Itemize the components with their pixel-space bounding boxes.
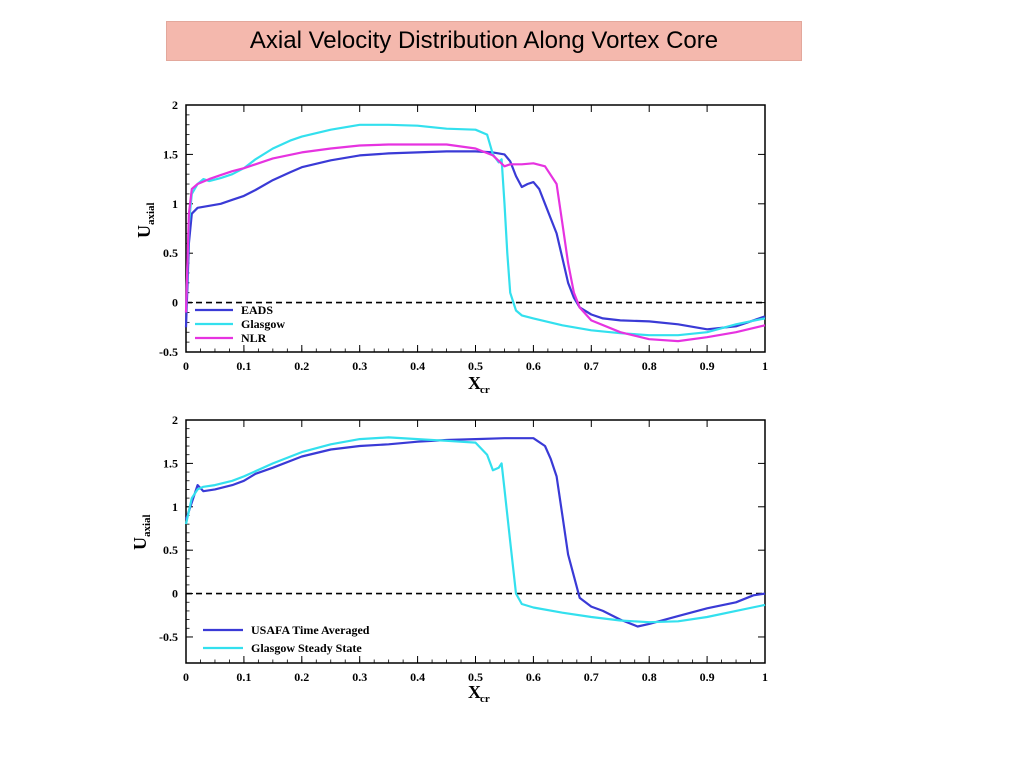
series-line-glasgow [184,123,766,337]
y-tick-label: -0.5 [159,345,178,359]
x-tick-label: 0.5 [468,359,483,373]
legend-label: Glasgow Steady State [251,641,362,655]
series-line-nlr [184,143,766,343]
x-tick-label: 0.3 [352,359,367,373]
y-tick-label: 1.5 [163,147,178,161]
x-tick-label: 0.2 [294,359,309,373]
x-tick-label: 0.5 [468,670,483,684]
legend-label: USAFA Time Averaged [251,623,370,637]
y-axis-label-subscript: axial [145,202,157,225]
series-line-eads [184,150,766,331]
y-tick-label: 1 [172,197,178,211]
x-tick-label: 0.9 [700,670,715,684]
x-tick-label: 0 [183,359,189,373]
legend-label: NLR [241,331,267,345]
y-axis-label-subscript: axial [141,514,153,537]
y-tick-label: 0 [172,296,178,310]
y-tick-label: 0.5 [163,246,178,260]
y-axis-label-main: U [130,537,150,550]
y-tick-label: 2 [172,413,178,427]
x-tick-label: 1 [762,670,768,684]
x-axis-label: X [468,682,481,702]
x-axis-label-subscript: cr [480,384,490,396]
x-tick-label: 1 [762,359,768,373]
x-tick-label: 0.7 [584,670,599,684]
y-tick-label: -0.5 [159,630,178,644]
x-tick-label: 0.3 [352,670,367,684]
x-tick-label: 0.6 [526,359,541,373]
x-axis-label: X [468,373,481,393]
y-tick-label: 0.5 [163,543,178,557]
x-tick-label: 0.6 [526,670,541,684]
page-title: Axial Velocity Distribution Along Vortex… [166,21,802,61]
y-axis-label-main: U [134,225,154,238]
x-tick-label: 0.7 [584,359,599,373]
x-tick-label: 0.4 [410,359,425,373]
x-tick-label: 0.4 [410,670,425,684]
legend-label: EADS [241,303,273,317]
legend-label: Glasgow [241,317,285,331]
x-tick-label: 0.9 [700,359,715,373]
y-tick-label: 0 [172,587,178,601]
x-tick-label: 0 [183,670,189,684]
y-tick-label: 1 [172,500,178,514]
x-tick-label: 0.1 [236,670,251,684]
series-line-usafa-time-averaged [184,437,766,628]
y-tick-label: 1.5 [163,456,178,470]
x-tick-label: 0.8 [642,359,657,373]
x-tick-label: 0.1 [236,359,251,373]
series-line-glasgow-steady-state [184,436,766,624]
chart-top: 0 0.1 0.2 0.3 0.4 0.5 0.6 0.7 0.8 0.9 1 -0.5 0 0.5 1 1.… [134,98,768,396]
x-axis-label-subscript: cr [480,693,490,705]
y-tick-label: 2 [172,98,178,112]
x-tick-label: 0.8 [642,670,657,684]
x-tick-label: 0.2 [294,670,309,684]
